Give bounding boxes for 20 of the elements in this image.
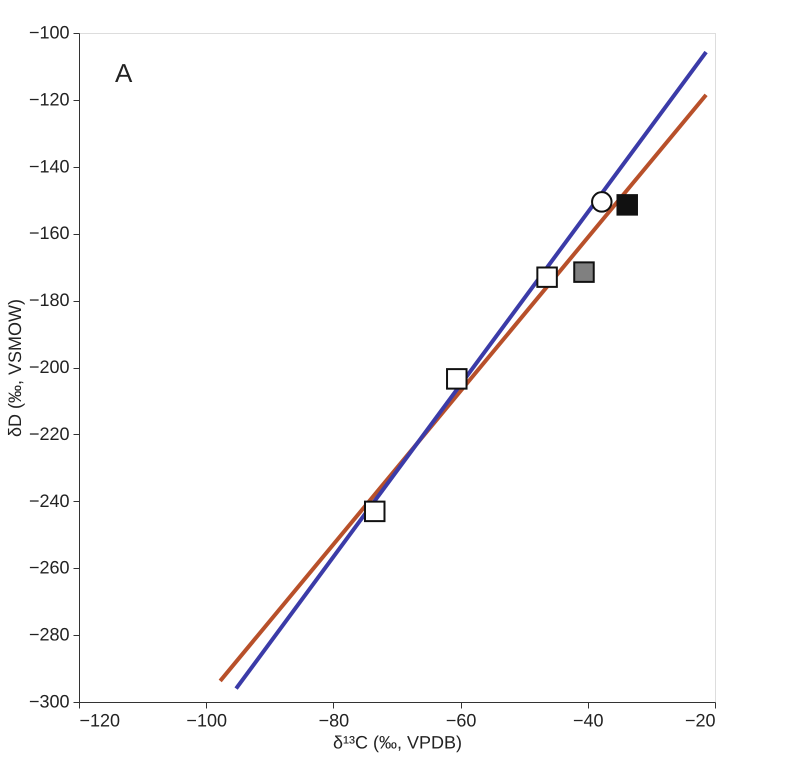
y-tick-label: −300	[28, 692, 70, 712]
y-tick-label: −100	[28, 22, 70, 42]
x-tick-label: −40	[573, 710, 604, 730]
y-tick-label: −240	[28, 490, 70, 511]
y-axis-title: δD (‰, VSMOW)	[4, 298, 25, 438]
x-tick-label: −120	[80, 710, 120, 730]
y-tick-label: −220	[28, 424, 70, 444]
y-tick-label: −200	[28, 357, 70, 377]
y-tick-label: −160	[28, 223, 70, 244]
y-tick-label: −120	[28, 89, 70, 110]
y-tick-label: −180	[28, 290, 70, 310]
x-tick-label: −100	[186, 710, 227, 730]
y-tick-label: −140	[28, 156, 70, 176]
y-tick-label: −260	[28, 558, 70, 578]
x-tick-label: −20	[684, 710, 716, 730]
x-tick-label: −60	[446, 710, 476, 730]
x-axis-title: δ¹³C (‰, VPDB)	[332, 732, 462, 752]
x-tick-label: −80	[318, 710, 350, 730]
annotation: A	[115, 58, 133, 88]
y-tick-label: −280	[28, 624, 70, 645]
